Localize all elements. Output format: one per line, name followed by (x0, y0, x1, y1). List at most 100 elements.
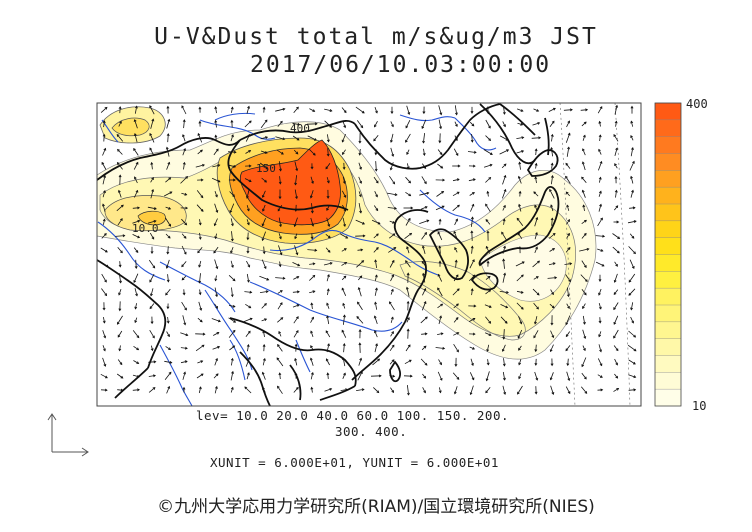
wind-vector (548, 108, 556, 112)
wind-vector (356, 260, 364, 268)
wind-vector (535, 163, 537, 169)
wind-vector-head (457, 164, 461, 168)
wind-vector-head (135, 293, 138, 297)
wind-vector-head (341, 139, 345, 143)
wind-vector (165, 233, 171, 239)
wind-vector-head (471, 377, 475, 381)
wind-vector (100, 373, 108, 379)
wind-vector (598, 344, 602, 352)
wind-vector-head (534, 148, 538, 152)
wind-vector-head (503, 124, 506, 128)
wind-vector-head (376, 233, 379, 237)
wind-vector (437, 303, 443, 309)
wind-vector (566, 233, 570, 239)
wind-vector-head (407, 344, 411, 348)
wind-vector (359, 148, 361, 156)
wind-vector-head (613, 292, 617, 296)
wind-vector (630, 147, 634, 157)
wind-vector (437, 274, 443, 282)
wind-vector-head (326, 153, 330, 157)
wind-vector-head (567, 120, 570, 124)
wind-vector-head (182, 119, 186, 123)
wind-vector-head (455, 218, 458, 222)
wind-vector (181, 192, 187, 196)
colorbar-swatch (655, 187, 681, 205)
wind-vector (404, 359, 412, 365)
wind-vector-head (583, 232, 587, 236)
wind-vector-head (358, 140, 362, 144)
wind-vector-head (613, 335, 616, 339)
wind-vector-head (485, 390, 489, 394)
wind-vector (614, 261, 618, 267)
wind-vector-head (567, 219, 570, 222)
wind-vector-head (342, 180, 346, 184)
wind-vector-head (279, 252, 283, 256)
wind-vector-head (329, 124, 332, 128)
wind-vector (119, 261, 121, 267)
wind-vector (117, 149, 123, 155)
wind-vector (132, 374, 140, 378)
wind-vector (117, 389, 123, 391)
wind-vector-head (518, 190, 522, 194)
wind-vector (422, 288, 426, 296)
wind-vector (293, 276, 299, 280)
wind-vector-head (406, 166, 410, 170)
wind-vector (567, 358, 569, 366)
wind-vector-head (598, 306, 602, 310)
wind-vector (630, 121, 634, 127)
wind-vector-head (217, 179, 221, 183)
wind-vector (275, 108, 285, 112)
wind-vector-head (503, 245, 506, 249)
wind-vector-head (554, 276, 558, 280)
wind-vector-head (278, 181, 282, 185)
wind-vector (358, 191, 362, 197)
wind-vector-head (201, 163, 205, 167)
wind-vector-head (599, 363, 603, 367)
wind-vector-head (341, 152, 345, 155)
wind-vector (613, 315, 619, 325)
wind-vector-head (565, 175, 568, 179)
wind-vector-head (453, 230, 457, 234)
wind-vector (197, 149, 203, 155)
wind-vector (116, 134, 124, 142)
wind-vector-head (533, 191, 537, 195)
wind-vector (581, 233, 587, 239)
wind-vector (629, 259, 635, 269)
wind-vector-head (134, 176, 137, 180)
wind-vector-head (200, 178, 204, 182)
wind-vector (550, 372, 554, 380)
wind-vector-head (295, 196, 298, 200)
wind-vector-head (409, 232, 413, 236)
wind-vector (149, 133, 155, 143)
wind-vector-head (183, 322, 187, 326)
wind-vector-head (181, 264, 185, 268)
wind-vector-head (633, 375, 637, 379)
wind-vector (326, 358, 330, 366)
wind-vector-head (150, 251, 154, 254)
wind-vector-head (377, 221, 381, 225)
wind-vector (484, 332, 492, 336)
wind-vector-head (375, 247, 379, 250)
wind-vector (470, 204, 474, 212)
wind-vector-head (246, 250, 250, 254)
wind-vector-head (230, 238, 234, 242)
wind-vector (628, 273, 636, 283)
wind-vector-head (502, 336, 506, 340)
wind-vector-head (584, 219, 587, 223)
map-title: U-V&Dust total m/s&ug/m3 JST (154, 24, 598, 50)
wind-vector (372, 358, 380, 366)
wind-vector (533, 302, 539, 310)
wind-vector (103, 317, 105, 323)
wind-vector-head (456, 377, 460, 380)
wind-vector (503, 259, 505, 269)
colorbar-swatch (655, 288, 681, 306)
wind-vector-head (182, 292, 186, 296)
wind-vector (164, 191, 172, 197)
wind-vector (230, 260, 234, 268)
wind-vector (134, 106, 138, 114)
wind-vector-head (326, 288, 330, 292)
wind-vector-head (521, 150, 525, 153)
wind-vector (259, 162, 269, 170)
wind-vector (405, 344, 411, 352)
wind-vector (422, 273, 426, 283)
